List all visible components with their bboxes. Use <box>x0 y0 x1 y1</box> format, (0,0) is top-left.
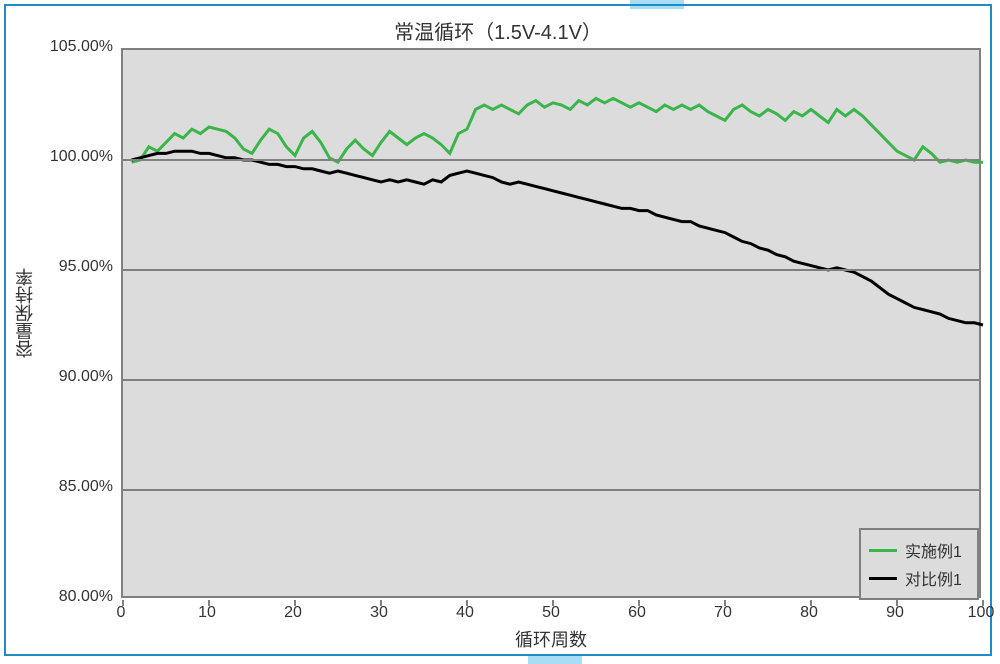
legend-label: 实施例1 <box>905 538 962 562</box>
x-tick-label: 20 <box>273 604 313 622</box>
legend-swatch <box>869 577 897 580</box>
legend-swatch <box>869 549 897 552</box>
x-tick-label: 80 <box>789 604 829 622</box>
x-tick-label: 60 <box>617 604 657 622</box>
legend-item: 实施例1 <box>869 536 969 564</box>
plot-area <box>121 48 981 598</box>
legend-item: 对比例1 <box>869 564 969 592</box>
series-实施例1 <box>132 98 983 162</box>
y-tick-label: 90.00% <box>29 368 113 386</box>
x-tick-label: 40 <box>445 604 485 622</box>
x-tick-label: 50 <box>531 604 571 622</box>
chart-title: 常温循环（1.5V-4.1V） <box>6 16 990 45</box>
gridline-h <box>123 379 979 381</box>
selection-highlight-bottom <box>528 655 582 664</box>
legend-label: 对比例1 <box>905 566 962 590</box>
y-tick-label: 105.00% <box>29 38 113 56</box>
y-tick-label: 85.00% <box>29 478 113 496</box>
y-tick-label: 95.00% <box>29 258 113 276</box>
series-对比例1 <box>132 151 983 325</box>
x-tick-label: 100 <box>961 604 1000 622</box>
x-tick-label: 90 <box>875 604 915 622</box>
chart-frame: 常温循环（1.5V-4.1V） 容量保持率 循环周数 实施例1对比例1 80.0… <box>4 4 992 656</box>
x-tick-label: 70 <box>703 604 743 622</box>
legend: 实施例1 对比例1 <box>859 528 979 600</box>
gridline-h <box>123 269 979 271</box>
gridline-h <box>123 159 979 161</box>
gridline-h <box>123 489 979 491</box>
y-axis-title: 容量保持率 <box>12 268 38 358</box>
plot-svg <box>123 50 979 596</box>
x-tick-label: 0 <box>101 604 141 622</box>
x-tick-label: 10 <box>187 604 227 622</box>
x-tick-label: 30 <box>359 604 399 622</box>
y-tick-label: 100.00% <box>29 148 113 166</box>
x-axis-title: 循环周数 <box>121 626 981 652</box>
